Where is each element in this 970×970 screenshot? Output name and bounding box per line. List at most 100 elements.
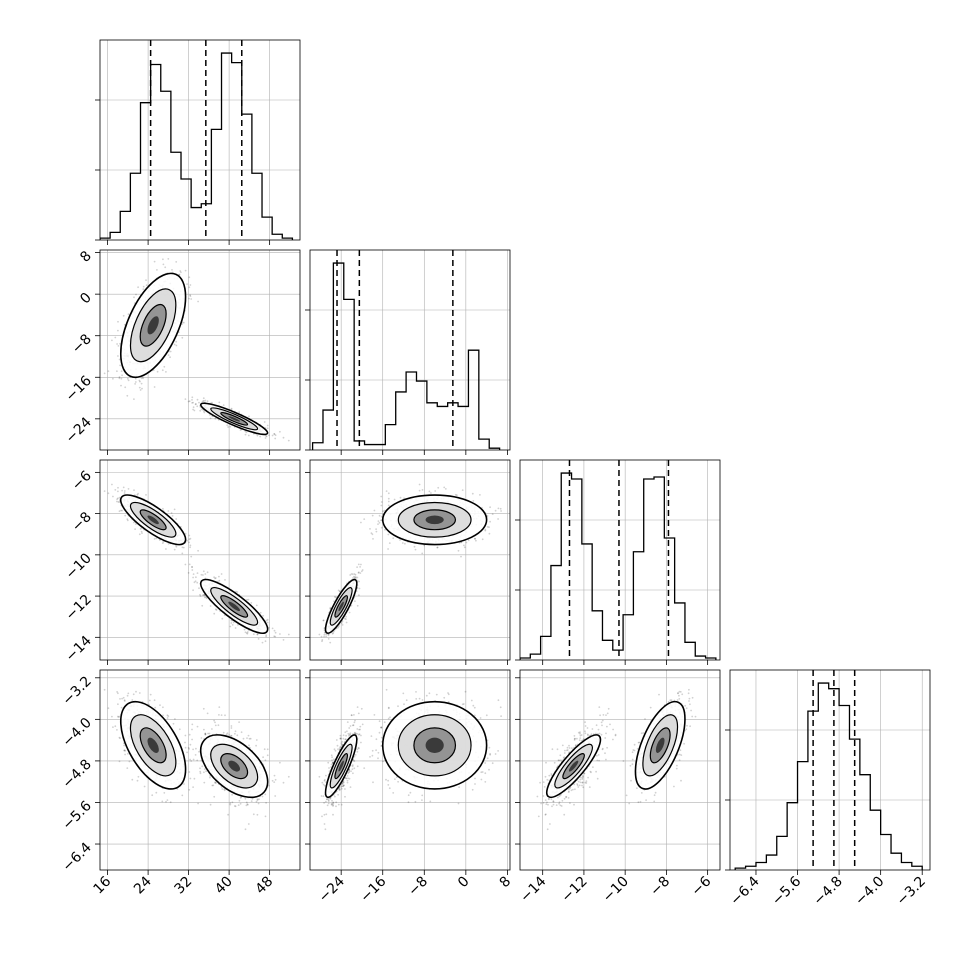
sample-point xyxy=(399,496,402,499)
sample-point xyxy=(119,364,121,367)
sample-point xyxy=(211,728,213,730)
sample-point xyxy=(148,699,151,702)
sample-point xyxy=(463,546,466,549)
sample-point xyxy=(268,434,270,437)
sample-point xyxy=(325,635,327,638)
sample-point xyxy=(145,279,147,281)
sample-point xyxy=(271,627,274,630)
sample-point xyxy=(373,509,376,512)
sample-point xyxy=(268,627,270,629)
sample-point xyxy=(153,699,156,702)
sample-point xyxy=(337,589,340,592)
sample-point xyxy=(121,509,123,512)
sample-point xyxy=(192,758,195,761)
sample-point xyxy=(123,700,126,702)
sample-point xyxy=(118,736,121,739)
sample-point xyxy=(265,435,268,438)
sample-point xyxy=(123,744,125,747)
sample-point xyxy=(214,577,217,579)
sample-point xyxy=(474,537,476,540)
sample-point xyxy=(229,803,232,806)
sample-point xyxy=(221,617,224,620)
sample-point xyxy=(193,581,196,584)
sample-point xyxy=(116,343,118,345)
y-tick-label-2-0: −14 xyxy=(63,633,95,665)
sample-point xyxy=(191,569,194,571)
sample-point xyxy=(167,715,170,717)
sample-point xyxy=(421,552,424,555)
sample-point xyxy=(199,409,202,412)
sample-point xyxy=(203,400,205,402)
sample-point xyxy=(199,772,202,775)
sample-point xyxy=(151,794,154,797)
sample-point xyxy=(322,619,325,622)
sample-point xyxy=(154,706,157,709)
sample-point xyxy=(279,430,281,433)
sample-point xyxy=(183,783,185,785)
sample-point xyxy=(205,597,208,600)
sample-point xyxy=(237,804,240,806)
sample-point xyxy=(116,691,118,693)
sample-point xyxy=(188,788,191,791)
sample-point xyxy=(189,777,192,780)
sample-point xyxy=(264,640,267,643)
sample-point xyxy=(230,727,233,729)
panel-content-2-1 xyxy=(310,460,510,660)
sample-point xyxy=(145,284,148,287)
sample-point xyxy=(227,813,229,816)
sample-point xyxy=(175,545,178,548)
sample-point xyxy=(192,748,194,751)
panel-1-0: −24−16−808 xyxy=(63,248,301,455)
sample-point xyxy=(191,728,193,731)
sample-point xyxy=(244,797,247,800)
sample-point xyxy=(171,269,173,271)
sample-point xyxy=(165,371,167,373)
sample-point xyxy=(474,537,476,540)
sample-point xyxy=(274,437,277,440)
sample-point xyxy=(251,797,254,800)
sample-point xyxy=(142,377,144,380)
sample-point xyxy=(414,548,417,551)
sample-point xyxy=(350,604,353,607)
sample-point xyxy=(489,506,491,509)
sample-point xyxy=(239,802,242,805)
sample-point xyxy=(189,537,192,540)
density-contour-0-3 xyxy=(425,515,444,525)
sample-point xyxy=(191,402,193,404)
sample-point xyxy=(244,631,247,634)
sample-point xyxy=(246,598,248,601)
y-tick-label-1-2: −8 xyxy=(69,331,95,357)
sample-point xyxy=(255,800,258,803)
sample-point xyxy=(126,694,129,697)
sample-point xyxy=(320,635,323,638)
sample-point xyxy=(282,436,285,439)
sample-point xyxy=(333,600,335,603)
sample-point xyxy=(196,759,199,762)
sample-point xyxy=(162,706,164,709)
sample-point xyxy=(218,706,221,708)
sample-point xyxy=(360,521,362,524)
sample-point xyxy=(471,492,474,495)
sample-point xyxy=(117,715,119,718)
sample-point xyxy=(334,595,336,598)
sample-point xyxy=(222,404,225,406)
sample-point xyxy=(263,421,266,423)
panel-content-1-0 xyxy=(100,250,300,450)
sample-point xyxy=(393,498,396,501)
sample-point xyxy=(191,399,193,401)
sample-point xyxy=(348,611,351,614)
sample-point xyxy=(252,813,255,816)
sample-point xyxy=(333,630,335,633)
sample-point xyxy=(387,492,390,495)
sample-point xyxy=(212,784,215,787)
sample-point xyxy=(418,483,421,486)
sample-point xyxy=(208,732,211,735)
sample-point xyxy=(353,575,355,578)
sample-point xyxy=(353,573,356,575)
sample-point xyxy=(189,743,192,746)
sample-point xyxy=(107,707,110,710)
sample-point xyxy=(232,621,235,624)
sample-point xyxy=(436,546,439,549)
sample-point xyxy=(173,508,176,511)
sample-point xyxy=(117,486,119,489)
